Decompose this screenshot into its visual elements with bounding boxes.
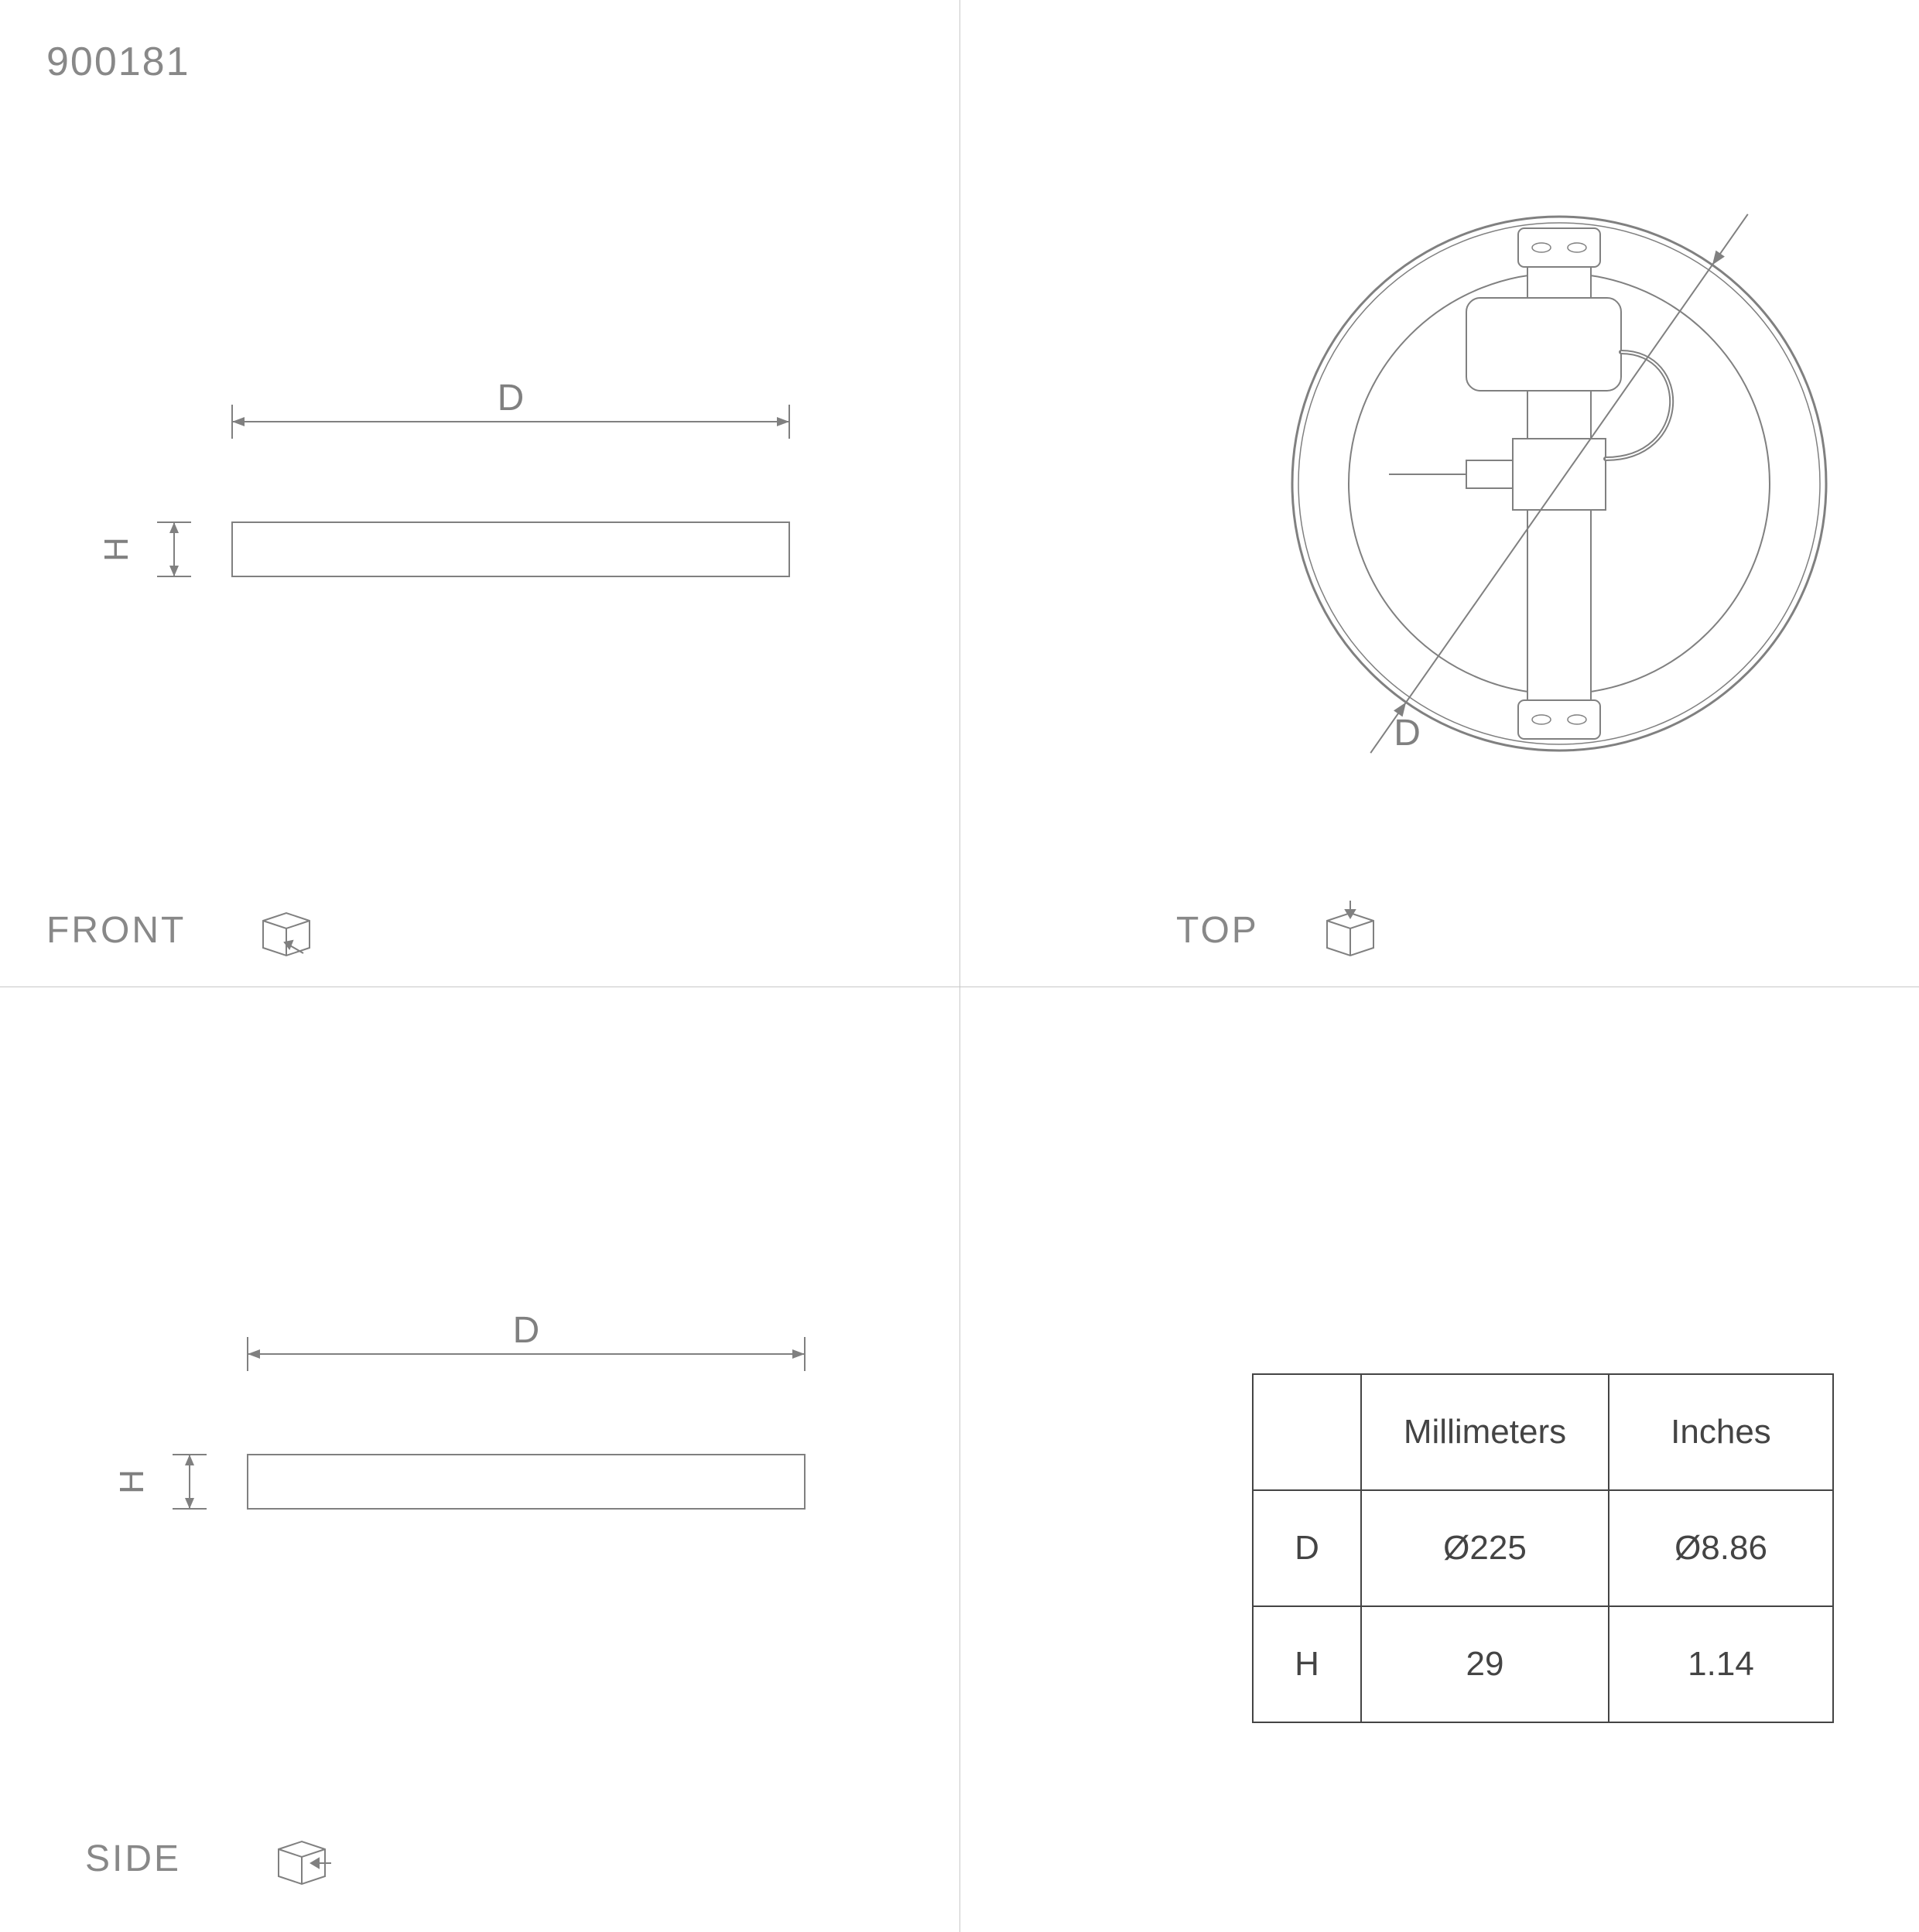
table-header-in: Inches	[1609, 1374, 1833, 1490]
table-header-row: Millimeters Inches	[1253, 1374, 1833, 1490]
table-cell-dim: D	[1253, 1490, 1361, 1606]
dimensions-table: Millimeters Inches D Ø225 Ø8.86 H 29 1.1…	[1252, 1373, 1834, 1723]
top-view-drawing: D	[0, 0, 1919, 987]
table-cell-mm: 29	[1361, 1606, 1609, 1722]
table-cell-mm: Ø225	[1361, 1490, 1609, 1606]
table-header-mm: Millimeters	[1361, 1374, 1609, 1490]
table-row: H 29 1.14	[1253, 1606, 1833, 1722]
svg-text:H: H	[113, 1469, 151, 1494]
table-header-blank	[1253, 1374, 1361, 1490]
table-cell-in: Ø8.86	[1609, 1490, 1833, 1606]
svg-text:D: D	[1394, 713, 1421, 754]
table-cell-in: 1.14	[1609, 1606, 1833, 1722]
table-row: D Ø225 Ø8.86	[1253, 1490, 1833, 1606]
svg-text:D: D	[513, 1310, 540, 1351]
table-cell-dim: H	[1253, 1606, 1361, 1722]
